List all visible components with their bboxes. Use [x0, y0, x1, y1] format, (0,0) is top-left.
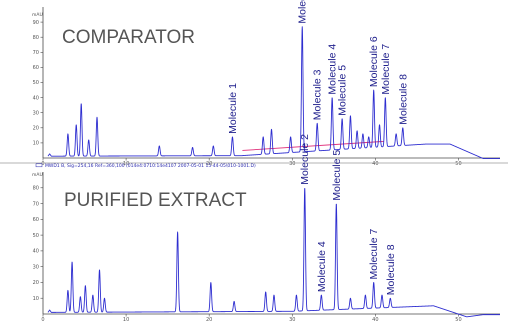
- purified-x-tick-label: 0: [41, 317, 44, 321]
- comparator-y-tick-label: 50: [33, 80, 39, 86]
- purified-peak-label-molecule-5: Molecule 5: [331, 150, 343, 201]
- comparator-x-tick-label: 30: [289, 161, 295, 167]
- purified-peak-label-molecule-7: Molecule 7: [368, 229, 380, 280]
- purified-y-tick-label: 30: [33, 264, 39, 270]
- comparator-peak-label-molecule-1: Molecule 1: [227, 83, 239, 134]
- comparator-y-tick-label: 20: [33, 126, 39, 132]
- purified-y-tick-label: 40: [33, 249, 39, 255]
- purified-peak-labels: Molecule 2 Molecule 4 Molecule 5 Molecule 7…: [299, 134, 397, 295]
- comparator-peak-label-molecule-7: Molecule 7: [380, 44, 392, 95]
- purified-peak-label-molecule-8: Molecule 8: [385, 244, 397, 295]
- comparator-peak-label-molecule-8: Molecule 8: [397, 74, 409, 125]
- purified-y-tick-label: 70: [33, 201, 39, 207]
- comparator-peak-label-molecule-4: Molecule 4: [327, 44, 339, 95]
- purified-x-tick-label: 30: [289, 317, 295, 321]
- comparator-y-tick-label: 60: [33, 65, 39, 71]
- comparator-x-tick-label: 20: [206, 161, 212, 167]
- comparator-peak-label-molecule-2: Molecule 2: [297, 0, 309, 24]
- purified-y-tick-label: 60: [33, 217, 39, 223]
- comparator-peak-label-molecule-5: Molecule 5: [337, 65, 349, 116]
- purified-peak-label-molecule-2: Molecule 2: [299, 134, 311, 185]
- purified-title: PURIFIED EXTRACT: [64, 190, 247, 211]
- comparator-y-tick-label: 10: [33, 141, 39, 147]
- purified-peak-label-molecule-4: Molecule 4: [316, 241, 328, 292]
- comparator-y-unit: mAU: [32, 12, 43, 18]
- purified-x-tick-label: 40: [372, 317, 378, 321]
- comparator-x-tick-label: 0: [41, 161, 44, 167]
- comparator-ticks: 0 10 20 30 40 50 10 20 30 40 50 60 70 80 90: [33, 20, 462, 167]
- run-info-legend-swatch: [35, 163, 43, 168]
- purified-x-tick-label: 20: [206, 317, 212, 321]
- comparator-y-tick-label: 70: [33, 50, 39, 56]
- purified-ticks: 0 10 20 30 40 50 10 20 30 40 50 60 70 80: [33, 185, 462, 321]
- comparator-y-tick-label: 40: [33, 95, 39, 101]
- comparator-trace: [47, 26, 501, 160]
- comparator-y-tick-label: 80: [33, 35, 39, 41]
- run-info: MWD1 B, Sig=254,16 Ref=360,100 (014e4:07…: [45, 163, 256, 169]
- purified-y-tick-label: 80: [33, 185, 39, 191]
- comparator-title: COMPARATOR: [62, 27, 195, 48]
- comparator-panel: mAU COMPARATOR 0 10 20 30 40 50 10 20 30 40 50 60 70…: [32, 0, 501, 167]
- purified-y-unit: mAU: [32, 172, 43, 178]
- purified-y-tick-label: 10: [33, 296, 39, 302]
- purified-trace: [47, 188, 501, 318]
- comparator-peak-label-molecule-6: Molecule 6: [368, 36, 380, 87]
- purified-extract-panel: mAU PURIFIED EXTRACT 0 10 20 30 40 50 10 20 30 40…: [32, 134, 501, 321]
- purified-y-tick-label: 20: [33, 280, 39, 286]
- comparator-x-tick-label: 10: [123, 161, 129, 167]
- comparator-y-tick-label: 90: [33, 20, 39, 26]
- comparator-peak-label-molecule-3: Molecule 3: [312, 69, 324, 120]
- comparator-y-tick-label: 30: [33, 110, 39, 116]
- comparator-x-tick-label: 40: [372, 161, 378, 167]
- comparator-integration-baseline: [242, 140, 384, 151]
- purified-y-tick-label: 50: [33, 233, 39, 239]
- purified-x-tick-label: 50: [455, 317, 461, 321]
- purified-x-tick-label: 10: [123, 317, 129, 321]
- comparator-x-tick-label: 50: [455, 161, 461, 167]
